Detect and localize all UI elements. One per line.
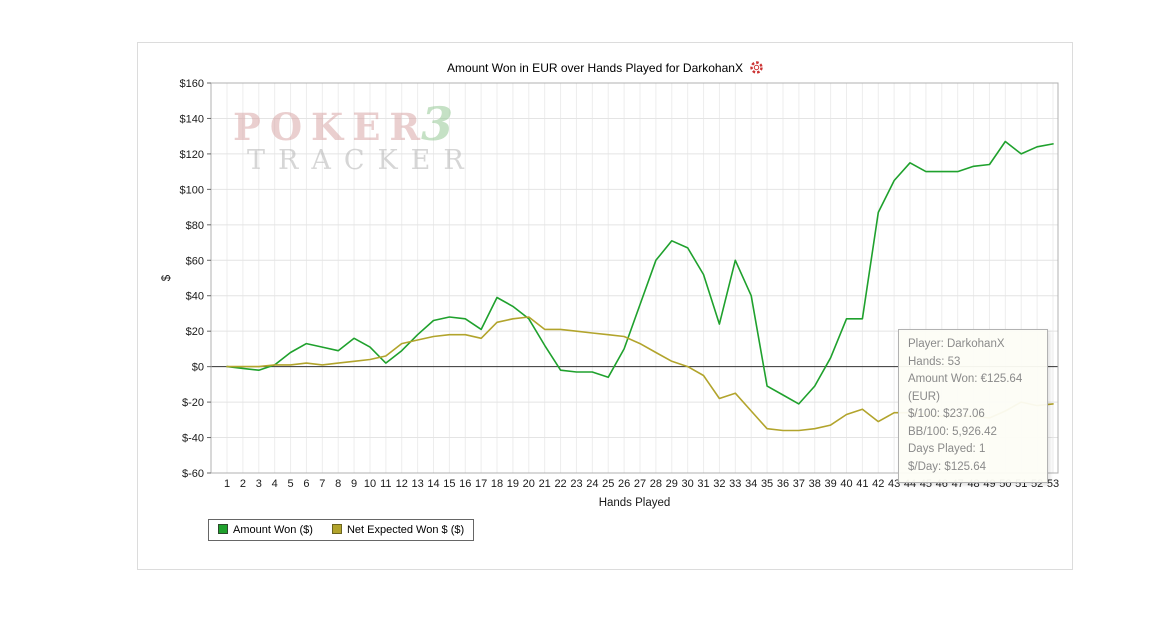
svg-text:$-40: $-40 (182, 433, 204, 445)
svg-text:13: 13 (411, 478, 423, 490)
svg-text:43: 43 (888, 478, 900, 490)
svg-text:7: 7 (319, 478, 325, 490)
svg-text:$60: $60 (186, 255, 204, 267)
poker-chip-icon (750, 61, 763, 77)
svg-text:$40: $40 (186, 291, 204, 303)
svg-text:$-20: $-20 (182, 397, 204, 409)
svg-text:23: 23 (570, 478, 582, 490)
svg-text:39: 39 (824, 478, 836, 490)
svg-text:42: 42 (872, 478, 884, 490)
svg-text:29: 29 (666, 478, 678, 490)
svg-text:3: 3 (256, 478, 262, 490)
svg-text:30: 30 (682, 478, 694, 490)
svg-text:14: 14 (427, 478, 439, 490)
svg-text:27: 27 (634, 478, 646, 490)
tooltip-line-player: Player: DarkohanX (908, 338, 1005, 350)
svg-text:19: 19 (507, 478, 519, 490)
svg-text:2: 2 (240, 478, 246, 490)
svg-text:21: 21 (539, 478, 551, 490)
svg-text:$140: $140 (180, 113, 204, 125)
svg-text:$20: $20 (186, 326, 204, 338)
svg-text:$120: $120 (180, 149, 204, 161)
svg-text:6: 6 (303, 478, 309, 490)
svg-text:10: 10 (364, 478, 376, 490)
svg-text:16: 16 (459, 478, 471, 490)
svg-text:15: 15 (443, 478, 455, 490)
svg-text:32: 32 (713, 478, 725, 490)
chart-header: Amount Won in EUR over Hands Played for … (138, 43, 1072, 79)
svg-text:17: 17 (475, 478, 487, 490)
svg-text:9: 9 (351, 478, 357, 490)
svg-text:$80: $80 (186, 220, 204, 232)
svg-text:28: 28 (650, 478, 662, 490)
tooltip-line-days-played: Days Played: 1 (908, 443, 986, 455)
chart-panel: Amount Won in EUR over Hands Played for … (137, 42, 1073, 570)
tooltip-line-bb-100: BB/100: 5,926.42 (908, 425, 997, 438)
svg-text:$100: $100 (180, 184, 204, 196)
svg-text:31: 31 (697, 478, 709, 490)
legend-item-amount-won: Amount Won ($) (218, 524, 313, 536)
tooltip-line-hands: Hands: 53 (908, 355, 961, 368)
tooltip-line-per-100: $/100: $237.06 (908, 408, 985, 420)
tooltip-line-per-day: $/Day: $125.64 (908, 460, 987, 473)
svg-text:$-60: $-60 (182, 468, 204, 480)
stats-tooltip: Player: DarkohanX Hands: 53 Amount Won: … (898, 329, 1048, 483)
svg-text:35: 35 (761, 478, 773, 490)
svg-text:33: 33 (729, 478, 741, 490)
svg-text:20: 20 (523, 478, 535, 490)
legend-label-amount-won: Amount Won ($) (233, 524, 313, 536)
svg-text:$160: $160 (180, 79, 204, 90)
svg-text:5: 5 (287, 478, 293, 490)
svg-text:4: 4 (272, 478, 278, 490)
svg-text:1: 1 (224, 478, 230, 490)
svg-text:11: 11 (380, 478, 391, 490)
svg-text:41: 41 (856, 478, 868, 490)
svg-text:37: 37 (793, 478, 805, 490)
svg-text:$0: $0 (192, 362, 204, 374)
svg-text:36: 36 (777, 478, 789, 490)
amount-won-swatch (218, 524, 228, 534)
svg-text:38: 38 (809, 478, 821, 490)
net-expected-swatch (331, 524, 342, 534)
chart-area: $-60 $-40 $-20 $0 $20 $40 $60 $80 $100 $120 $140 $1… (138, 78, 1072, 551)
svg-text:12: 12 (396, 478, 408, 490)
svg-text:40: 40 (840, 478, 852, 490)
svg-text:Hands Played: Hands Played (599, 497, 671, 509)
legend: Amount Won ($) Net Expected Won $ ($) (208, 519, 475, 541)
legend-label-net-expected: Net Expected Won $ ($) (346, 524, 465, 536)
svg-text:53: 53 (1047, 478, 1059, 490)
legend-item-net-expected: Net Expected Won $ ($) (331, 524, 465, 536)
tooltip-line-amount-won: Amount Won: €125.64 (EUR) (908, 373, 1023, 403)
chart-title: Amount Won in EUR over Hands Played for … (447, 61, 743, 75)
svg-text:25: 25 (602, 478, 614, 490)
svg-text:34: 34 (745, 478, 757, 490)
svg-text:18: 18 (491, 478, 503, 490)
svg-text:24: 24 (586, 478, 598, 490)
svg-text:22: 22 (554, 478, 566, 490)
svg-text:$: $ (161, 274, 173, 281)
svg-text:8: 8 (335, 478, 341, 490)
svg-text:26: 26 (618, 478, 630, 490)
